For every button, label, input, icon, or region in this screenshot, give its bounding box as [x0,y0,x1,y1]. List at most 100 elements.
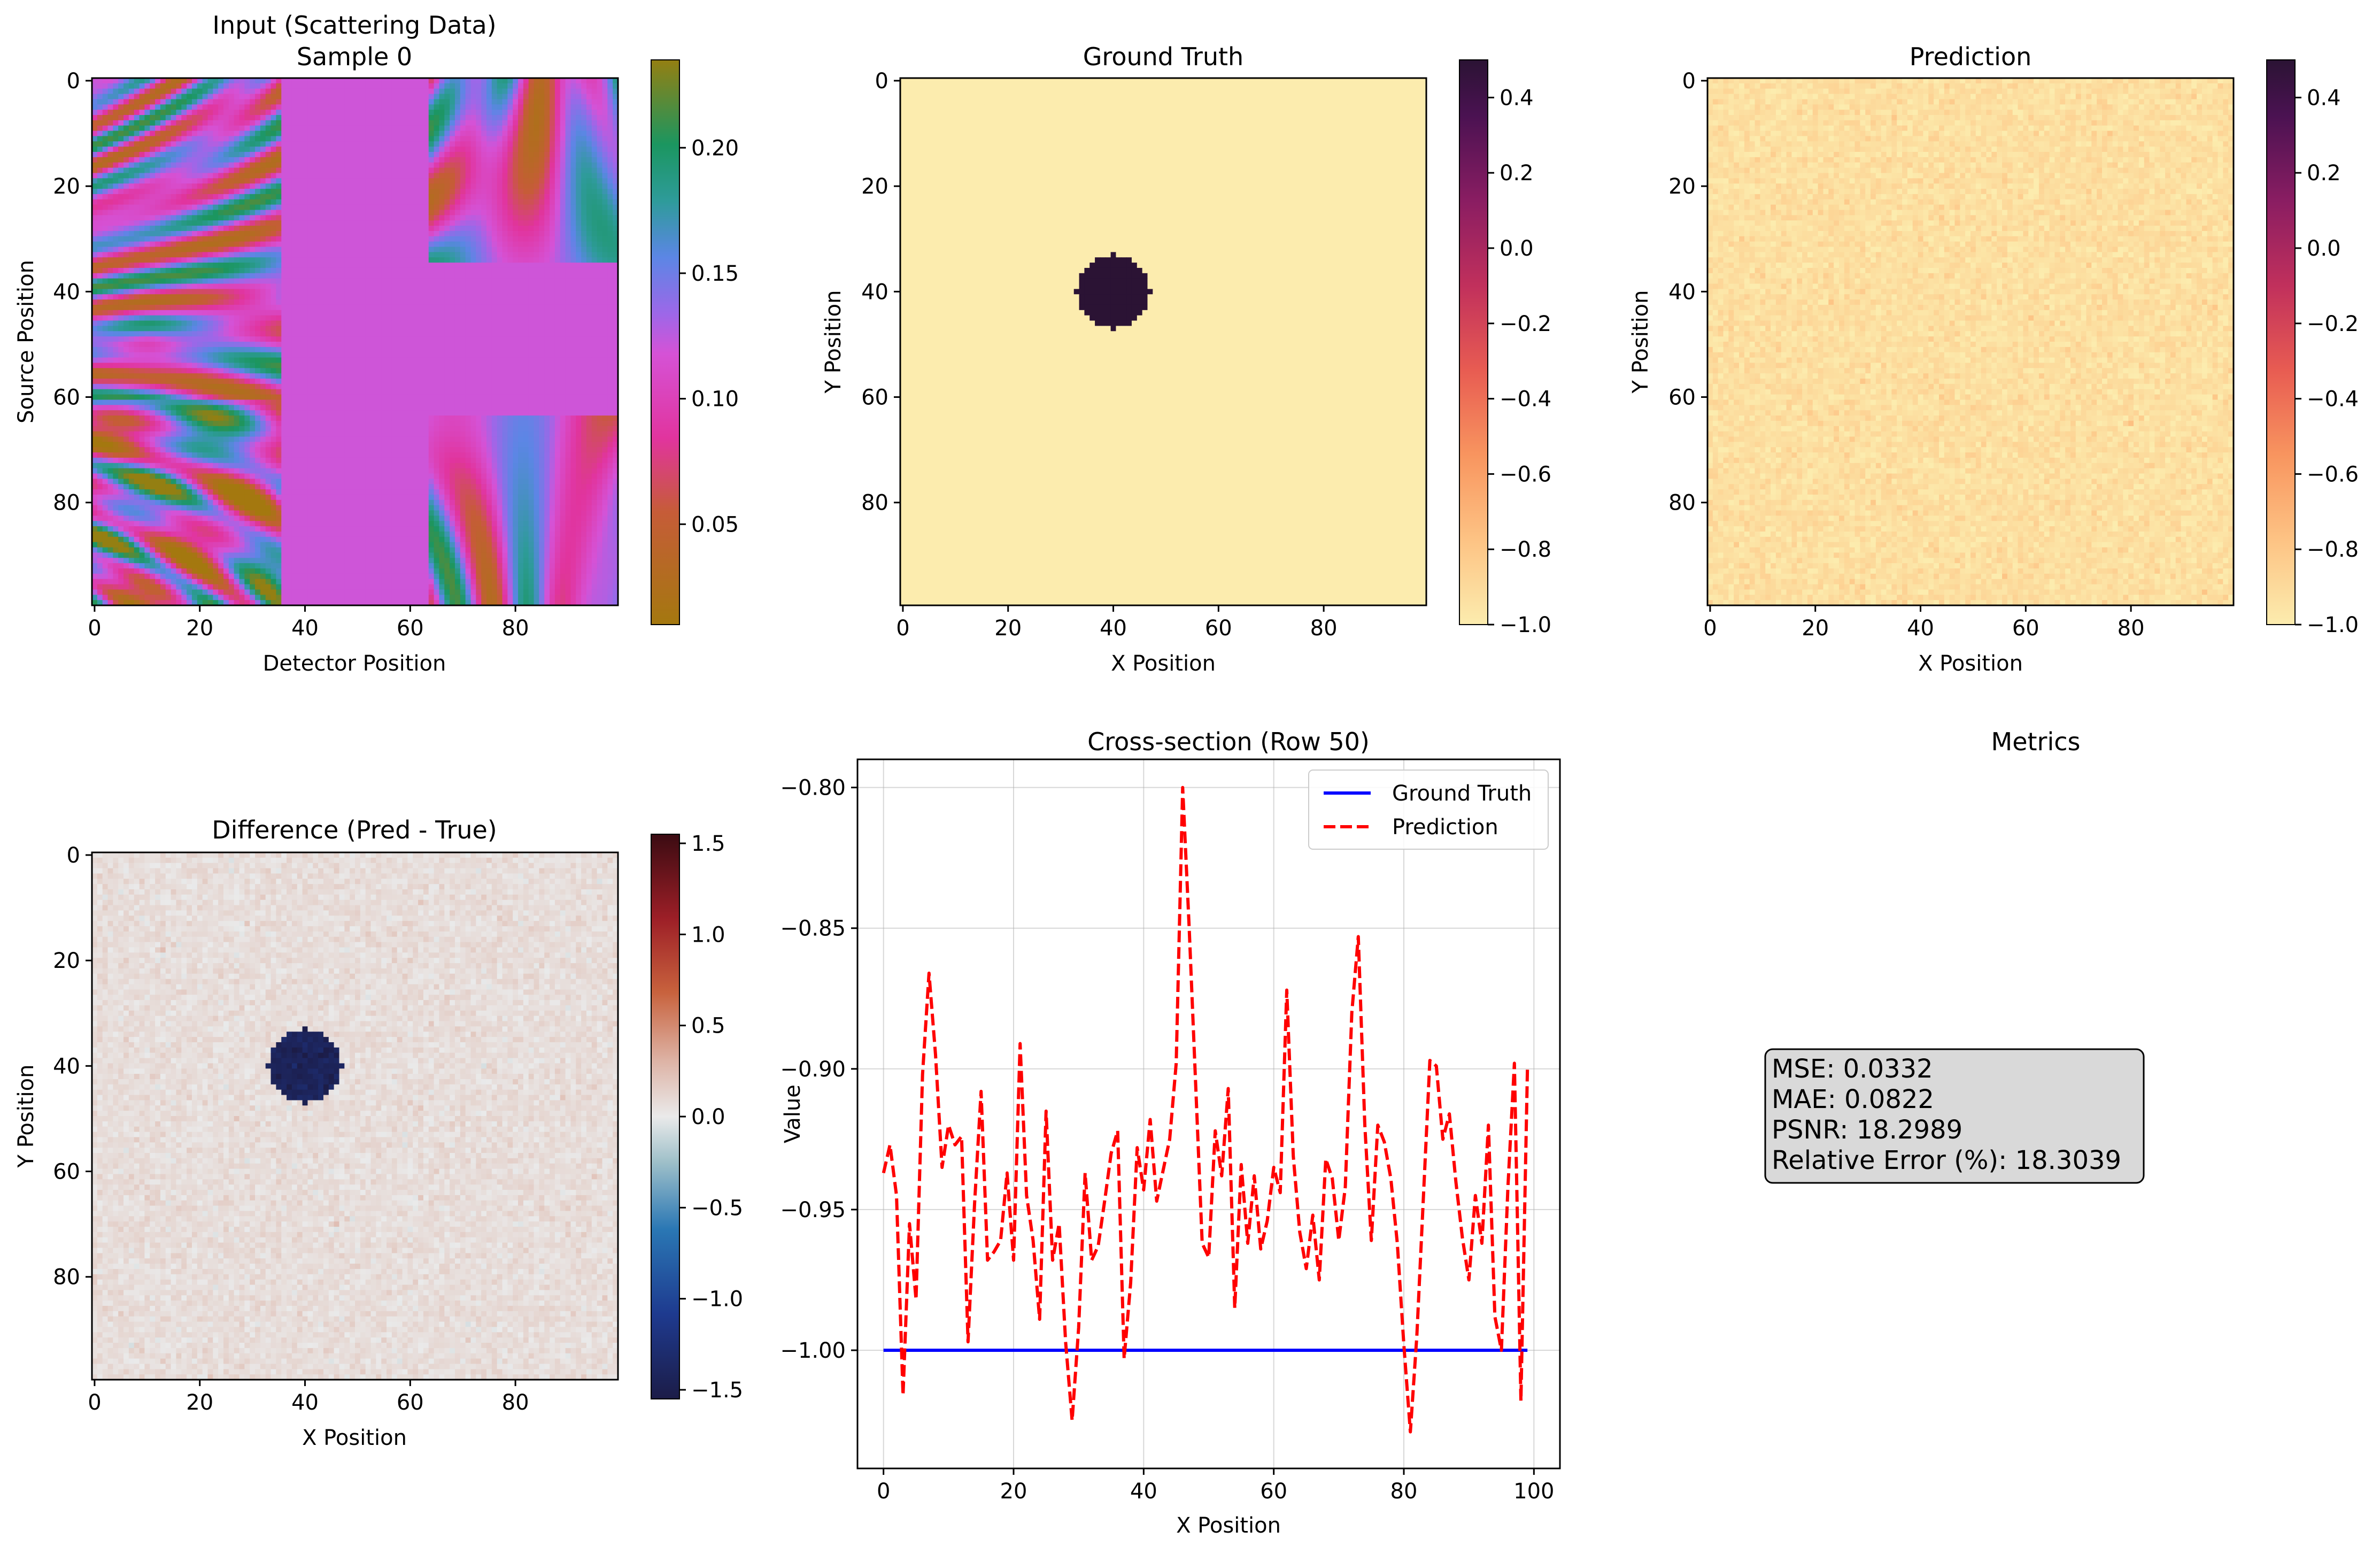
heatmap-cell [323,88,329,95]
heatmap-cell [565,336,571,342]
heatmap-cell [234,215,240,221]
heatmap-cell [370,247,376,252]
heatmap-cell [118,247,124,252]
heatmap-cell [439,199,445,205]
heatmap-cell [123,94,129,100]
heatmap-cell [160,189,166,195]
heatmap-cell [581,115,587,121]
heatmap-cell [370,125,376,132]
heatmap-cell [381,241,387,248]
heatmap-cell [550,141,555,147]
heatmap-cell [155,199,161,205]
heatmap-cell [102,125,109,132]
heatmap-cell [328,283,335,289]
heatmap-cell [550,267,555,274]
heatmap-cell [454,204,461,211]
heatmap-cell [434,194,440,200]
heatmap-cell [476,304,482,311]
heatmap-cell [602,189,608,195]
heatmap-cell [323,236,329,242]
heatmap-cell [576,78,582,84]
heatmap-cell [539,94,545,100]
heatmap-cell [150,230,156,237]
heatmap-cell [607,173,613,179]
heatmap-cell [328,99,335,105]
heatmap-cell [297,210,303,216]
heatmap-cell [560,326,566,332]
heatmap-cell [444,120,450,126]
heatmap-cell [370,230,376,237]
heatmap-cell [287,226,292,232]
heatmap-cell [344,273,350,279]
heatmap-cell [560,283,566,289]
heatmap-cell [597,210,603,216]
heatmap-cell [418,115,424,121]
heatmap-cell [202,220,208,226]
heatmap-cell [570,331,576,337]
heatmap-cell [287,299,292,305]
heatmap-cell [276,178,282,184]
heatmap-cell [470,183,476,189]
heatmap-cell [370,104,376,110]
heatmap-cell [313,183,319,189]
heatmap-cell [544,252,550,258]
heatmap-cell [428,315,435,321]
heatmap-cell [239,257,245,263]
heatmap-cell [570,141,576,147]
heatmap-cell [134,199,140,205]
heatmap-cell [334,289,340,295]
heatmap-cell [260,136,266,142]
heatmap-cell [523,304,529,311]
heatmap-cell [476,199,482,205]
heatmap-cell [391,252,398,258]
heatmap-cell [234,94,240,100]
heatmap-cell [197,194,203,200]
heatmap-cell [134,141,140,147]
heatmap-cell [370,278,376,284]
heatmap-cell [465,157,472,163]
heatmap-cell [123,310,129,316]
heatmap-cell [176,252,182,258]
heatmap-cell [144,130,150,137]
heatmap-cell [381,88,387,95]
heatmap-cell [102,167,109,174]
heatmap-cell [197,289,203,295]
heatmap-cell [591,331,598,337]
heatmap-cell [381,199,387,205]
heatmap-cell [123,130,129,137]
heatmap-cell [223,257,229,263]
heatmap-cell [581,294,587,300]
heatmap-cell [92,130,98,137]
heatmap-cell [491,78,498,84]
heatmap-cell [313,194,319,200]
heatmap-cell [218,336,224,342]
heatmap-cell [281,257,287,263]
heatmap-cell [160,294,166,300]
heatmap-cell [418,267,424,274]
heatmap-cell [507,152,513,158]
heatmap-cell [360,226,366,232]
heatmap-cell [271,147,276,152]
heatmap-cell [228,94,235,100]
heatmap-cell [265,257,272,263]
heatmap-cell [454,310,461,316]
heatmap-cell [334,141,340,147]
heatmap-cell [187,147,192,152]
heatmap-cell [197,88,203,95]
heatmap-cell [260,326,266,332]
heatmap-cell [239,310,245,316]
heatmap-cell [234,220,240,226]
heatmap-cell [307,125,313,132]
heatmap-cell [191,189,198,195]
heatmap-cell [413,326,419,332]
heatmap-cell [118,147,124,152]
heatmap-cell [155,78,161,84]
heatmap-cell [202,210,208,216]
heatmap-cell [523,94,529,100]
heatmap-cell [271,83,276,89]
heatmap-cell [534,247,539,252]
heatmap-cell [513,157,519,163]
heatmap-cell [350,210,356,216]
heatmap-cell [250,210,256,216]
heatmap-cell [481,304,487,311]
